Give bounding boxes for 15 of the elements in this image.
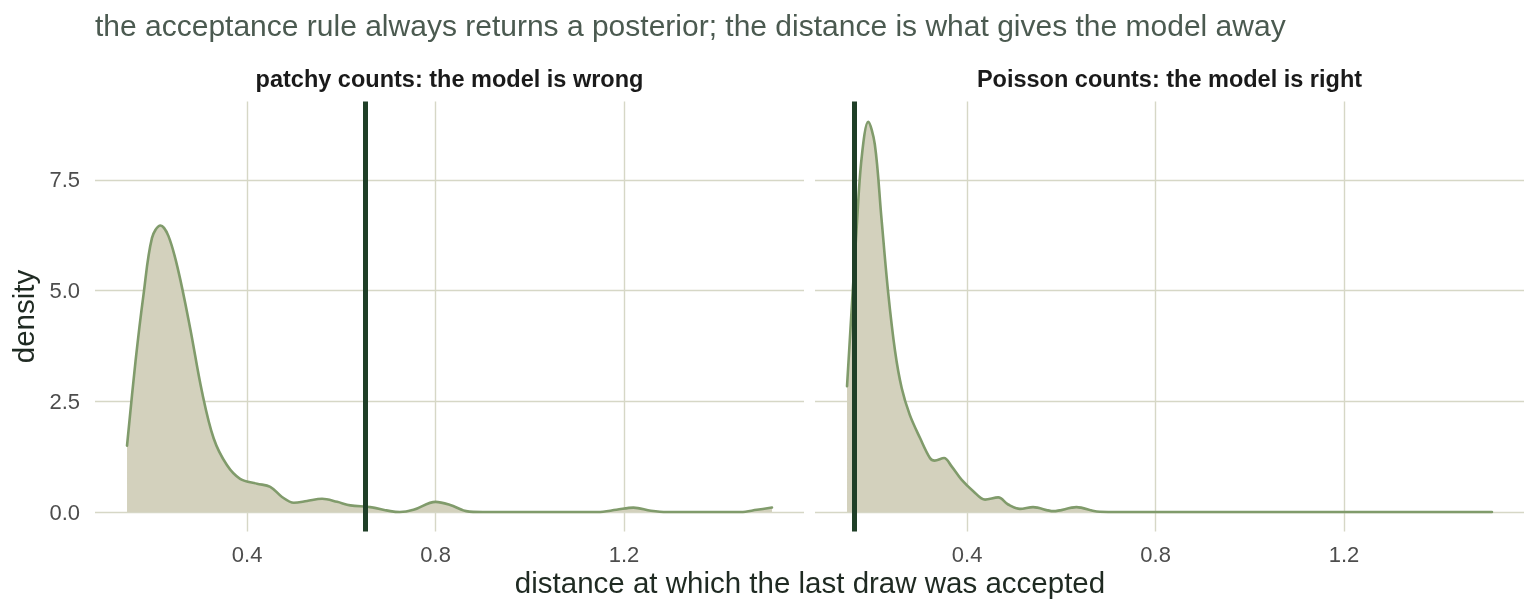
x-tick-label: 1.2 — [608, 542, 640, 567]
y-axis-title: density — [7, 269, 41, 364]
chart-title: Poisson counts: the model is right — [976, 65, 1363, 93]
y-tick-label: 0.0 — [49, 499, 80, 525]
x-tick-label: 0.8 — [420, 542, 451, 567]
y-tick-label: 7.5 — [49, 167, 80, 193]
y-tick-label: 2.5 — [49, 388, 80, 414]
x-axis-title: distance at which the last draw was accepted — [514, 566, 1106, 600]
x-tick-label: 0.4 — [951, 542, 983, 567]
x-tick-label: 0.8 — [1140, 542, 1171, 567]
chart-subtitle: patchy counts: the model is wrong — [255, 65, 644, 93]
chart-title: the acceptance rule always returns a posterior; the distance is what gives the model away — [95, 9, 1286, 43]
x-tick-label: 0.4 — [231, 542, 263, 567]
x-tick-label: 1.2 — [1328, 542, 1360, 567]
y-tick-label: 5.0 — [49, 278, 80, 304]
